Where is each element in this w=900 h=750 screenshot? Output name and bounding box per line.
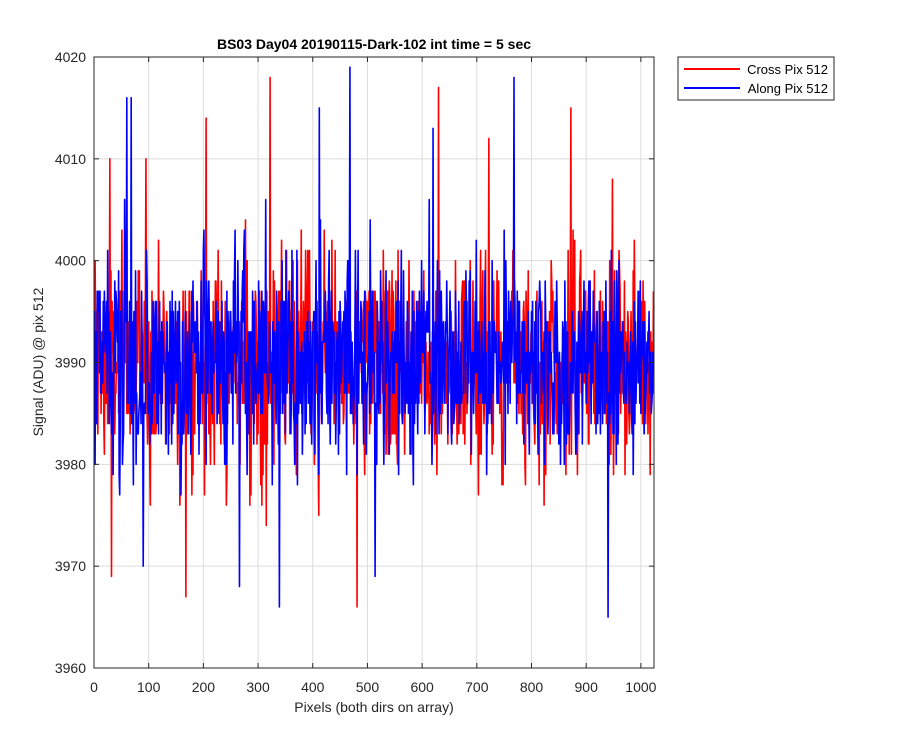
x-tick-label: 100 (137, 679, 161, 695)
y-tick-label: 4000 (55, 253, 86, 269)
y-tick-label: 4010 (55, 151, 86, 167)
y-axis-ticks: 3960 3970 3980 3990 4000 4010 4020 (55, 49, 654, 676)
plot-area: 0 100 200 300 400 500 600 700 800 900 1000 3960 397… (55, 49, 657, 695)
series-layer (94, 66, 654, 618)
x-tick-label: 200 (192, 679, 216, 695)
chart-title: BS03 Day04 20190115-Dark-102 int time = … (217, 36, 531, 52)
x-axis-label: Pixels (both dirs on array) (294, 699, 454, 715)
y-tick-label: 3960 (55, 660, 86, 676)
y-tick-label: 3970 (55, 558, 86, 574)
y-tick-label: 3980 (55, 456, 86, 472)
series-line-along (94, 66, 654, 618)
y-axis-label: Signal (ADU) @ pix 512 (30, 287, 46, 436)
y-tick-label: 3990 (55, 355, 86, 371)
legend: Cross Pix 512 Along Pix 512 (677, 56, 835, 101)
x-tick-label: 1000 (625, 679, 656, 695)
x-tick-label: 700 (465, 679, 489, 695)
legend-box (677, 56, 835, 101)
x-tick-label: 600 (410, 679, 434, 695)
y-tick-label: 4020 (55, 49, 86, 65)
x-tick-label: 0 (90, 679, 98, 695)
legend-label-cross: Cross Pix 512 (747, 62, 828, 77)
x-tick-label: 300 (246, 679, 270, 695)
x-tick-label: 400 (301, 679, 325, 695)
legend-label-along: Along Pix 512 (748, 81, 828, 96)
x-tick-label: 500 (356, 679, 380, 695)
x-axis-ticks: 0 100 200 300 400 500 600 700 800 900 1000 (90, 57, 657, 695)
x-tick-label: 800 (520, 679, 544, 695)
x-tick-label: 900 (575, 679, 599, 695)
